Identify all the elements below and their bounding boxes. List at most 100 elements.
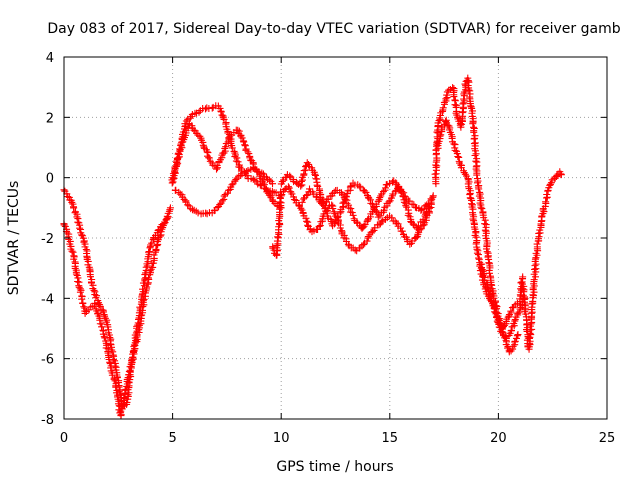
data-point [68,198,76,206]
data-point [408,200,416,208]
data-point [457,123,465,131]
data-point [478,205,486,213]
y-tick-label: -8 [41,413,54,428]
data-point [278,178,286,186]
data-point [91,291,99,299]
data-point [439,104,447,112]
data-point [145,248,153,256]
data-point [478,266,486,274]
data-point [298,198,306,206]
data-point [139,285,147,293]
y-tick-label: 4 [46,51,54,66]
data-point [364,233,372,241]
data-point [302,214,310,222]
data-point [281,185,289,193]
data-point [481,220,489,228]
data-point [228,181,236,189]
data-point [490,304,498,312]
data-point [388,214,396,222]
data-point [546,180,554,188]
data-point [144,280,152,288]
data-point [155,226,163,234]
data-point [481,216,489,224]
data-point [255,168,263,176]
data-point [125,367,133,375]
data-point [69,248,77,256]
data-point [547,179,555,187]
data-point [380,206,388,214]
data-point [473,171,481,179]
data-point [346,183,354,191]
data-point [237,172,245,180]
data-point [465,86,473,94]
data-point [303,159,311,167]
data-point [519,291,527,299]
data-point [119,399,127,407]
data-point [166,206,174,214]
data-point [360,222,368,230]
y-tick-label: -6 [41,353,54,368]
data-point [149,263,157,271]
data-point [419,216,427,224]
data-point [514,309,522,317]
data-point [110,375,118,383]
data-point [236,163,244,171]
data-point [220,192,228,200]
y-tick-label: 2 [46,111,54,126]
data-point [98,323,106,331]
data-point [458,109,466,117]
data-point [376,212,384,220]
x-tick-label: 15 [382,431,399,446]
data-point [330,208,338,216]
data-point [184,201,192,209]
data-point [409,220,417,228]
data-point [288,190,296,198]
y-tick-label: -2 [41,232,54,247]
data-point [519,285,527,293]
data-point [329,205,337,213]
data-point [557,171,565,179]
data-point [437,131,445,139]
data-point [332,217,340,225]
data-point [96,301,104,309]
data-point [148,239,156,247]
data-point [427,195,435,203]
data-point [492,309,500,317]
data-point [129,350,137,358]
data-point [553,172,561,180]
data-point [374,213,382,221]
x-axis-label: GPS time / hours [276,459,393,475]
data-point [142,263,150,271]
data-point [471,152,479,160]
data-point [112,383,120,391]
data-point [400,189,408,197]
data-point [393,219,401,227]
data-point [287,188,295,196]
data-point [61,222,69,230]
data-point [276,205,284,213]
data-point [385,198,393,206]
x-tick-label: 10 [273,431,290,446]
data-point [315,222,323,230]
data-point [304,221,312,229]
data-point [134,315,142,323]
data-point [141,271,149,279]
data-point [436,132,444,140]
data-point [152,245,160,253]
data-point [133,322,141,330]
data-point [336,209,344,217]
data-point [349,211,357,219]
data-point [284,183,292,191]
data-point [507,326,515,334]
data-point [414,225,422,233]
data-point [376,194,384,202]
data-point [351,246,359,254]
data-point [300,195,308,203]
data-point [121,386,129,394]
data-point [331,218,339,226]
data-point [473,249,481,257]
data-point [258,169,266,177]
data-point [440,98,448,106]
data-point [467,200,475,208]
data-point [166,204,174,212]
